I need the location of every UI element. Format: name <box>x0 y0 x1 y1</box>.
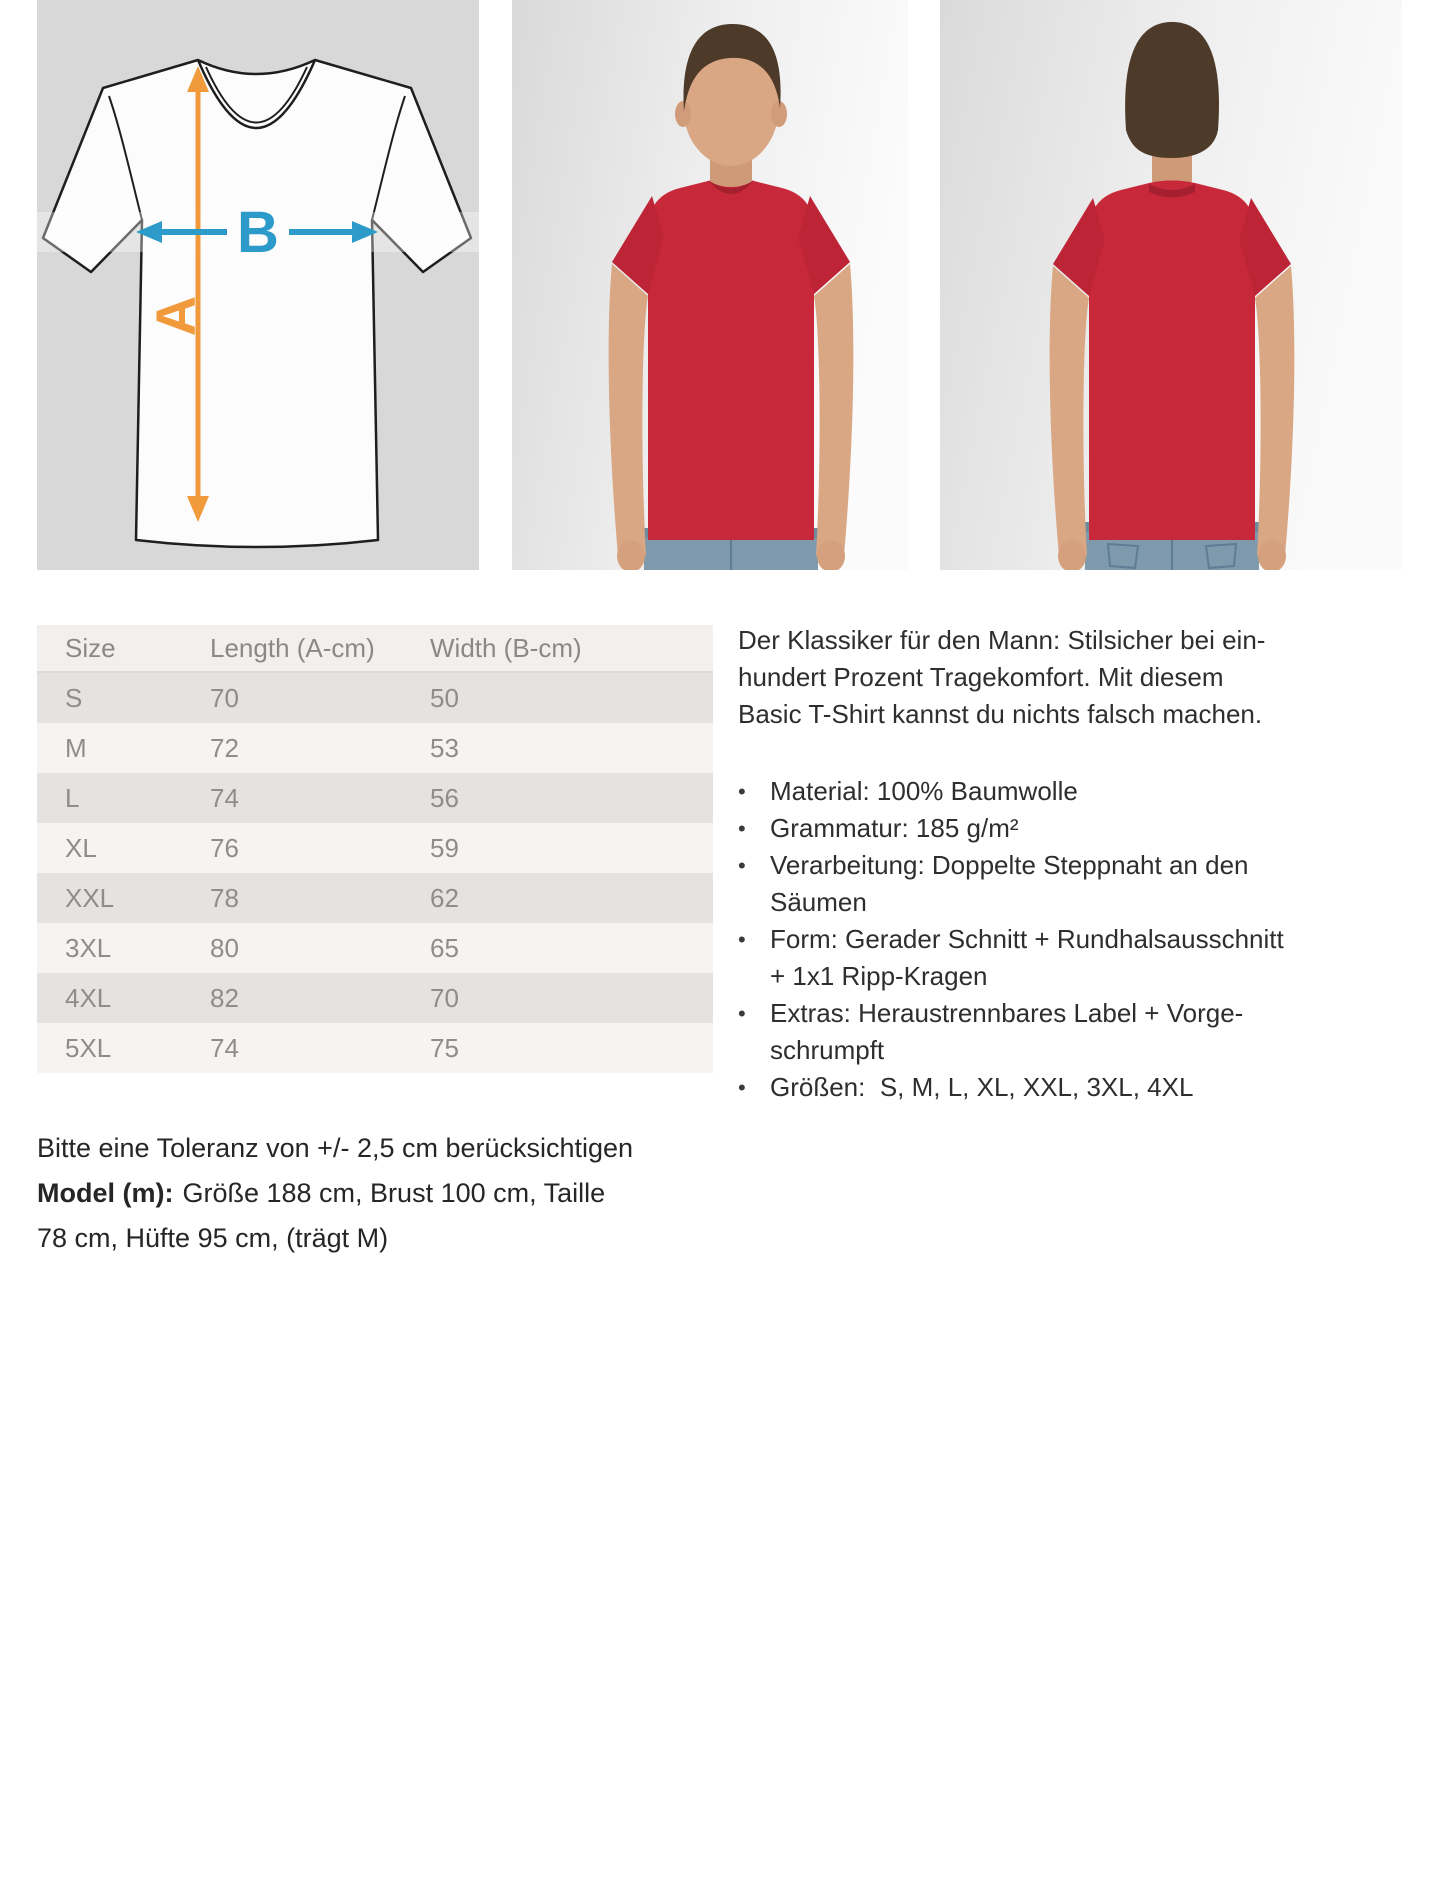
size-table-row: XL 76 59 <box>37 823 713 873</box>
bullet-text: Material: 100% Baumwolle <box>770 776 1078 806</box>
length-cell: 70 <box>210 682 239 713</box>
length-label-a: A <box>144 296 207 336</box>
length-cell: 82 <box>210 982 239 1013</box>
size-table-row: 3XL 80 65 <box>37 923 713 973</box>
column-header-size: Size <box>65 632 116 663</box>
length-cell: 80 <box>210 932 239 963</box>
feature-bullet-item: • Form: Gerader Schnitt + Rundhalsaussch… <box>738 921 1428 995</box>
size-table-row: 4XL 82 70 <box>37 973 713 1023</box>
size-table-row: M 72 53 <box>37 723 713 773</box>
model-back-figure <box>1049 22 1295 570</box>
size-cell: XXL <box>65 882 115 913</box>
size-table-row: S 70 50 <box>37 673 713 723</box>
size-table-row: XXL 78 62 <box>37 873 713 923</box>
bullet-text: Verarbeitung: Doppelte Steppnaht an den … <box>770 850 1249 917</box>
model-front-figure <box>608 24 854 570</box>
size-diagram-image: A B <box>37 0 479 570</box>
model-back-photo <box>940 0 1402 570</box>
size-table-row: L 74 56 <box>37 773 713 823</box>
width-cell: 65 <box>430 932 459 963</box>
feature-bullet-item: • Extras: Heraustrennbares Label + Vorge… <box>738 995 1428 1069</box>
size-cell: 4XL <box>65 982 112 1013</box>
length-arrow-a <box>187 66 209 522</box>
model-info-text: Größe 188 cm, Brust 100 cm, Taille 78 cm… <box>37 1178 606 1253</box>
width-cell: 56 <box>430 782 459 813</box>
column-header-length: Length (A-cm) <box>210 632 375 663</box>
feature-bullet-item: • Größen: S, M, L, XL, XXL, 3XL, 4XL <box>738 1069 1428 1106</box>
width-label-b: B <box>237 200 279 265</box>
tshirt-measurement-diagram: A B <box>37 58 479 549</box>
size-chart-header-row: Size Length (A-cm) Width (B-cm) <box>37 625 713 673</box>
bullet-dot-icon: • <box>738 1001 746 1026</box>
width-cell: 59 <box>430 832 459 863</box>
column-header-width: Width (B-cm) <box>430 632 582 663</box>
feature-bullet-item: • Verarbeitung: Doppelte Steppnaht an de… <box>738 847 1428 921</box>
tolerance-line: Bitte eine Toleranz von +/- 2,5 cm berüc… <box>37 1133 634 1163</box>
size-cell: M <box>65 732 87 763</box>
model-info-line: Model (m): Größe 188 cm, Brust 100 cm, Ta… <box>37 1171 647 1261</box>
length-cell: 74 <box>210 782 239 813</box>
feature-bullet-list: • Material: 100% Baumwolle • Grammatur: … <box>738 773 1428 1106</box>
collar-inner-line <box>205 66 308 124</box>
size-cell: L <box>65 782 80 813</box>
size-cell: XL <box>65 832 97 863</box>
size-table-body: S 70 50 M 72 53 L 74 56 XL 76 59 XXL 78 … <box>37 673 713 1073</box>
feature-bullet-item: • Material: 100% Baumwolle <box>738 773 1428 810</box>
right-sleeve-seam <box>371 95 406 221</box>
bullet-dot-icon: • <box>738 816 746 841</box>
width-cell: 50 <box>430 682 459 713</box>
model-back-illustration <box>940 0 1402 570</box>
length-cell: 74 <box>210 1032 239 1063</box>
size-cell: 3XL <box>65 932 112 963</box>
model-front-illustration <box>512 0 908 570</box>
width-arrow-band <box>37 212 479 252</box>
size-chart-table: Size Length (A-cm) Width (B-cm) S 70 50 … <box>37 625 713 1073</box>
tolerance-note: Bitte eine Toleranz von +/- 2,5 cm berüc… <box>37 1126 647 1261</box>
feature-bullet-item: • Grammatur: 185 g/m² <box>738 810 1428 847</box>
bullet-text: Größen: S, M, L, XL, XXL, 3XL, 4XL <box>770 1072 1194 1102</box>
tshirt-outline <box>41 58 473 549</box>
width-cell: 70 <box>430 982 459 1013</box>
bullet-dot-icon: • <box>738 779 746 804</box>
width-cell: 62 <box>430 882 459 913</box>
width-cell: 75 <box>430 1032 459 1063</box>
description-paragraph: Der Klassiker für den Mann: Stilsicher b… <box>738 625 1266 729</box>
model-front-photo <box>512 0 908 570</box>
bullet-dot-icon: • <box>738 927 746 952</box>
size-cell: S <box>65 682 83 713</box>
length-cell: 76 <box>210 832 239 863</box>
size-table-row: 5XL 74 75 <box>37 1023 713 1073</box>
collar-outer-line <box>196 59 317 130</box>
model-info-label: Model (m): <box>37 1178 174 1208</box>
product-description: Der Klassiker für den Mann: Stilsicher b… <box>738 622 1428 1106</box>
length-cell: 78 <box>210 882 239 913</box>
bullet-dot-icon: • <box>738 853 746 878</box>
bullet-dot-icon: • <box>738 1075 746 1100</box>
length-cell: 72 <box>210 732 239 763</box>
bullet-text: Grammatur: 185 g/m² <box>770 813 1019 843</box>
bullet-text: Form: Gerader Schnitt + Rundhalsausschni… <box>770 924 1284 991</box>
bullet-text: Extras: Heraustrennbares Label + Vorge- … <box>770 998 1244 1065</box>
width-cell: 53 <box>430 732 459 763</box>
left-sleeve-seam <box>108 95 143 221</box>
width-arrow-b <box>136 221 378 243</box>
size-cell: 5XL <box>65 1032 112 1063</box>
